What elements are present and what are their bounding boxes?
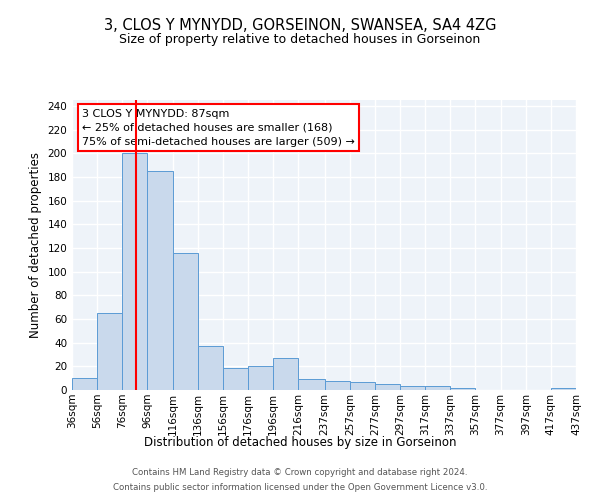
Bar: [122, 154, 148, 390]
Bar: [350, 382, 375, 390]
Bar: [375, 384, 400, 390]
Bar: [273, 358, 298, 390]
Bar: [400, 386, 425, 390]
Bar: [425, 386, 451, 390]
Text: Contains public sector information licensed under the Open Government Licence v3: Contains public sector information licen…: [113, 483, 487, 492]
Bar: [72, 378, 97, 390]
Text: 3, CLOS Y MYNYDD, GORSEINON, SWANSEA, SA4 4ZG: 3, CLOS Y MYNYDD, GORSEINON, SWANSEA, SA…: [104, 18, 496, 32]
Bar: [298, 380, 325, 390]
Bar: [97, 313, 122, 390]
Bar: [248, 366, 273, 390]
Text: Contains HM Land Registry data © Crown copyright and database right 2024.: Contains HM Land Registry data © Crown c…: [132, 468, 468, 477]
Bar: [197, 346, 223, 390]
Bar: [451, 388, 475, 390]
Text: 3 CLOS Y MYNYDD: 87sqm
← 25% of detached houses are smaller (168)
75% of semi-de: 3 CLOS Y MYNYDD: 87sqm ← 25% of detached…: [82, 108, 355, 146]
Y-axis label: Number of detached properties: Number of detached properties: [29, 152, 42, 338]
Bar: [325, 380, 350, 390]
Bar: [551, 388, 576, 390]
Bar: [173, 252, 197, 390]
Bar: [223, 368, 248, 390]
Text: Size of property relative to detached houses in Gorseinon: Size of property relative to detached ho…: [119, 32, 481, 46]
Text: Distribution of detached houses by size in Gorseinon: Distribution of detached houses by size …: [144, 436, 456, 449]
Bar: [148, 171, 173, 390]
